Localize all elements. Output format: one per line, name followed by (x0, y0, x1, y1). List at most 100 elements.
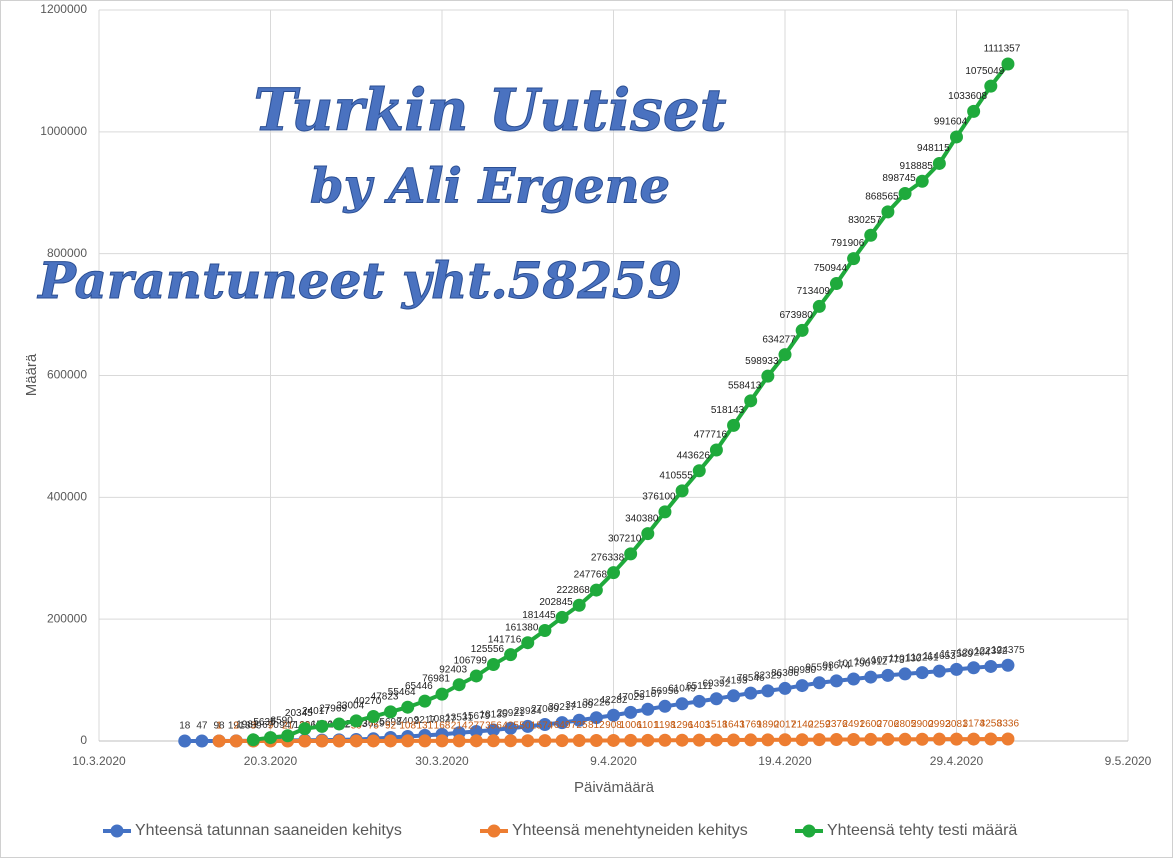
data-point (435, 687, 449, 701)
data-label: 247768 (574, 570, 608, 581)
data-point (847, 732, 861, 746)
legend-item: Yhteensä tatunnan saaneiden kehitys (103, 822, 402, 839)
data-label: 13531 (445, 712, 473, 723)
legend-marker (110, 824, 124, 838)
data-point (709, 733, 723, 747)
data-label: 1518 (705, 720, 728, 731)
x-tick-label: 9.5.2020 (1105, 754, 1152, 768)
data-point (915, 732, 929, 746)
y-tick-label: 1200000 (40, 2, 87, 16)
data-label: 161380 (505, 622, 539, 633)
data-label: 5698 (379, 717, 402, 728)
data-label: 359 (245, 720, 262, 731)
annotation: by Ali Ergene (310, 159, 670, 215)
data-label: 1643 (722, 720, 745, 731)
data-label: 2900 (911, 719, 934, 730)
data-label: 2706 (877, 719, 900, 730)
data-label: 634277 (762, 334, 796, 345)
data-label: 125556 (471, 644, 505, 655)
data-label: 598933 (745, 356, 779, 367)
data-point (521, 719, 535, 733)
data-label: 120204 (957, 647, 991, 658)
data-point (658, 699, 672, 713)
data-point (881, 205, 895, 219)
data-label: 1198 (654, 720, 676, 731)
data-point (366, 734, 380, 748)
data-point (744, 686, 758, 700)
data-label: 518143 (711, 405, 745, 416)
data-label: 114653 (923, 651, 956, 662)
data-label: 117589 (940, 649, 973, 660)
data-label: 56956 (651, 686, 679, 697)
data-label: 812 (588, 720, 605, 731)
data-label: 1769 (740, 720, 763, 731)
data-point (967, 104, 981, 118)
data-label: 181445 (522, 610, 556, 621)
annotation: Turkin Uutiset (253, 76, 726, 144)
x-tick-label: 30.3.2020 (415, 754, 469, 768)
data-label: 110130 (889, 654, 922, 665)
data-label: 673980 (779, 310, 813, 321)
data-point (950, 662, 963, 676)
data-point (641, 702, 655, 716)
data-point (812, 299, 826, 313)
data-point (607, 566, 620, 580)
data-label: 168 (434, 721, 451, 732)
data-point (829, 277, 843, 291)
data-point (589, 583, 603, 597)
data-point (607, 708, 620, 722)
y-axis-title: Määrä (23, 353, 40, 396)
data-point (178, 734, 192, 748)
data-point (967, 661, 981, 675)
data-label: 47823 (371, 692, 399, 703)
data-point (212, 734, 226, 748)
data-point (641, 733, 655, 747)
data-point (950, 732, 963, 746)
data-point (950, 130, 963, 144)
data-label: 947 (279, 720, 296, 731)
data-point (401, 734, 415, 748)
data-label: 10827 (428, 714, 456, 725)
data-point (915, 174, 929, 188)
data-label: 27969 (319, 704, 347, 715)
x-tick-label: 29.4.2020 (930, 754, 984, 768)
data-label: 376100 (642, 492, 676, 503)
data-label: 948115 (917, 143, 950, 154)
legend-item: Yhteensä menehtyneiden kehitys (480, 822, 748, 839)
data-label: 20345 (285, 708, 313, 719)
data-point (572, 598, 586, 612)
data-label: 868565 (865, 192, 899, 203)
data-label: 2491 (842, 719, 865, 730)
data-point (538, 718, 552, 732)
data-label: 76981 (422, 674, 450, 685)
data-label: 2140 (791, 719, 814, 730)
data-point (932, 156, 946, 170)
data-point (486, 723, 500, 737)
data-label: 18135 (480, 710, 508, 721)
legend-marker (802, 824, 816, 838)
data-point (932, 664, 946, 678)
data-point (967, 732, 981, 746)
data-point (315, 734, 329, 748)
data-label: 1111357 (984, 44, 1021, 55)
data-label: 214 (451, 721, 468, 732)
data-label: 791906 (831, 238, 865, 249)
data-point (624, 547, 638, 561)
data-label: 991604 (934, 117, 968, 128)
data-label: 1296 (671, 720, 694, 731)
data-label: 501 (519, 720, 536, 731)
data-point (452, 678, 466, 692)
data-point (195, 734, 209, 748)
data-label: 34109 (565, 700, 593, 711)
data-label: 1075049 (965, 66, 1004, 77)
data-point (469, 734, 483, 748)
data-label: 33004 (336, 701, 364, 712)
y-tick-label: 600000 (47, 368, 87, 382)
data-point (589, 711, 603, 725)
data-point (504, 648, 518, 662)
data-label: 670 (262, 720, 279, 731)
data-point (795, 323, 809, 337)
data-label: 95591 (805, 662, 833, 673)
data-point (607, 733, 620, 747)
